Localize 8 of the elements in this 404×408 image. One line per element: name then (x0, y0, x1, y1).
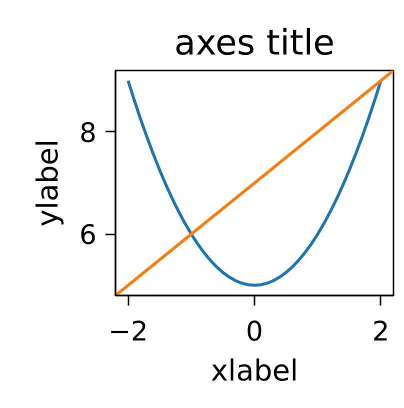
x-tick-label: 0 (246, 316, 264, 348)
y-tick-label: 6 (79, 220, 97, 252)
y-axis-title: ylabel (30, 139, 64, 227)
x-axis-title: xlabel (210, 354, 298, 388)
x-tick-label: 2 (372, 316, 390, 348)
y-tick-label: 8 (79, 118, 97, 149)
chart-title: axes title (174, 24, 335, 64)
x-tick-label: −2 (108, 316, 148, 348)
